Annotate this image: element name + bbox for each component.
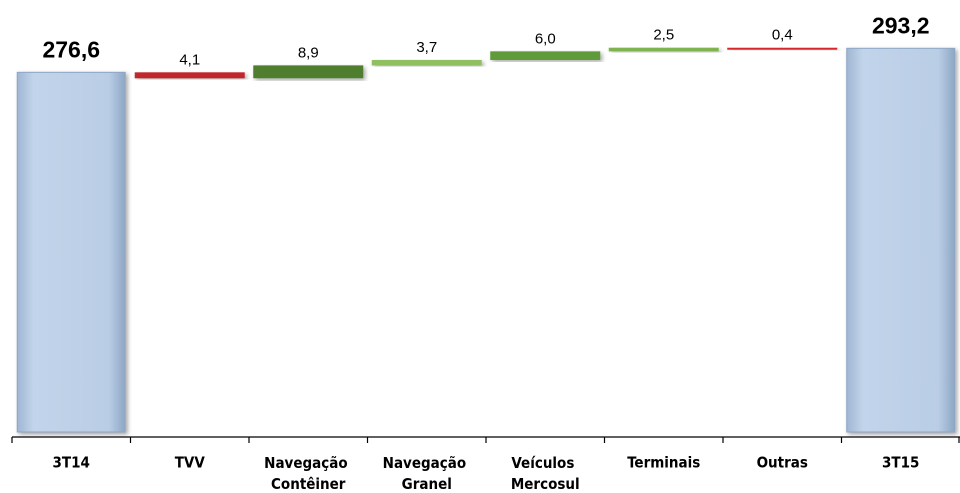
- value-label: 8,9: [298, 44, 319, 61]
- delta-bar: [134, 72, 245, 79]
- value-label: 0,4: [772, 27, 793, 44]
- delta-bar: [490, 51, 601, 61]
- value-label: 3,7: [416, 39, 437, 56]
- delta-bar: [253, 65, 364, 79]
- x-tick-label: Outras: [757, 454, 808, 472]
- delta-bar: [608, 47, 719, 52]
- value-label: 4,1: [179, 51, 200, 68]
- x-tick-label: Veículos Mercosul: [511, 454, 580, 493]
- value-label: 2,5: [653, 27, 674, 44]
- value-label: 276,6: [42, 36, 100, 62]
- x-tick-label: Navegação Granel: [383, 454, 471, 493]
- x-tick-label: 3T14: [53, 454, 90, 472]
- x-tick-label: Navegação Contêiner: [264, 454, 352, 493]
- delta-bar: [371, 60, 482, 66]
- x-tick-label: 3T15: [882, 454, 919, 472]
- total-bar: [16, 71, 126, 433]
- value-label: 293,2: [872, 12, 930, 38]
- delta-bar: [727, 47, 838, 50]
- x-tick-label: TVV: [175, 454, 206, 472]
- value-label: 6,0: [535, 30, 556, 47]
- total-bar: [846, 47, 956, 433]
- x-tick-label: Terminais: [627, 454, 700, 472]
